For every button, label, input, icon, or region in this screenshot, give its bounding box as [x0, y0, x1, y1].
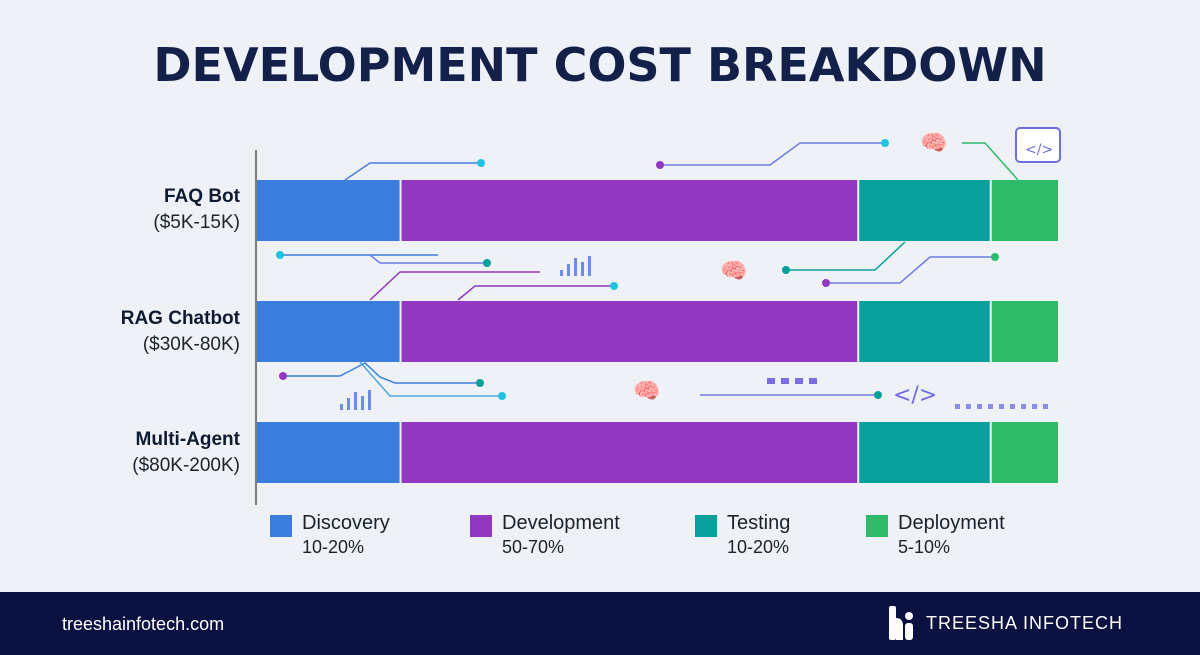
legend-item-testing: Testing 10-20% — [695, 512, 790, 558]
bar-segment-testing-faq-bot — [859, 180, 990, 241]
brand-logo: TREESHA INFOTECH — [888, 606, 1123, 640]
decorative-icons: 🧠 </> 🧠 🧠 </> — [340, 127, 1061, 410]
legend-range: 10-20% — [302, 537, 365, 557]
bar-segment-discovery-faq-bot — [257, 180, 400, 241]
bar-segment-testing-multi-agent — [859, 422, 990, 483]
legend-swatch — [270, 515, 292, 537]
ai-brain-icon: 🧠 — [633, 379, 660, 404]
ai-brain-icon: 🧠 — [920, 131, 947, 156]
bar-segment-deployment-rag-chatbot — [991, 301, 1058, 362]
legend-name: Deployment — [898, 512, 1005, 534]
bar-graph-icon — [560, 256, 591, 276]
legend-item-discovery: Discovery 10-20% — [270, 512, 390, 558]
bar-segment-testing-rag-chatbot — [859, 301, 990, 362]
bar-segment-deployment-multi-agent — [991, 422, 1058, 483]
bar-segment-discovery-rag-chatbot — [257, 301, 400, 362]
legend-name: Development — [502, 512, 620, 534]
chart-title: DEVELOPMENT COST BREAKDOWN — [153, 38, 1047, 92]
legend-item-deployment: Deployment 5-10% — [866, 512, 1005, 558]
svg-text:</>: </> — [1025, 142, 1053, 158]
category-label-faq-bot: FAQ Bot ($5K-15K) — [60, 184, 240, 236]
legend-range: 50-70% — [502, 537, 565, 557]
category-name: Multi-Agent — [135, 429, 240, 450]
category-range: ($30K-80K) — [142, 334, 240, 355]
ai-brain-icon: 🧠 — [720, 259, 747, 284]
category-label-rag-chatbot: RAG Chatbot ($30K-80K) — [60, 306, 240, 358]
legend-swatch — [470, 515, 492, 537]
code-icon: </> — [893, 383, 937, 408]
brand-name: TREESHA INFOTECH — [926, 612, 1124, 633]
decorative-circuits — [276, 139, 1019, 400]
website-link[interactable]: treeshainfotech.com — [62, 614, 225, 634]
legend-name: Testing — [727, 512, 791, 534]
category-range: ($5K-15K) — [153, 212, 240, 233]
legend-swatch — [695, 515, 717, 537]
legend-range: 5-10% — [898, 537, 951, 557]
bar-segment-discovery-multi-agent — [257, 422, 400, 483]
category-name: FAQ Bot — [164, 186, 240, 207]
bar-segment-development-multi-agent — [401, 422, 858, 483]
category-name: RAG Chatbot — [120, 308, 240, 329]
bar-segment-development-rag-chatbot — [401, 301, 858, 362]
legend-item-development: Development 50-70% — [470, 512, 620, 558]
bar-segment-deployment-faq-bot — [991, 180, 1058, 241]
treesha-logo-icon — [889, 606, 913, 640]
bar-graph-icon — [340, 390, 371, 410]
legend-swatch — [866, 515, 888, 537]
legend-range: 10-20% — [727, 537, 790, 557]
bar-segment-development-faq-bot — [401, 180, 858, 241]
footer: treeshainfotech.com TREESHA INFOTECH — [0, 592, 1200, 655]
category-label-multi-agent: Multi-Agent ($80K-200K) — [60, 427, 240, 479]
stacked-bar-chart: 🧠 </> 🧠 🧠 </> — [255, 127, 1061, 505]
code-window-icon — [1015, 127, 1061, 163]
category-range: ($80K-200K) — [132, 455, 240, 476]
legend-name: Discovery — [302, 512, 390, 534]
